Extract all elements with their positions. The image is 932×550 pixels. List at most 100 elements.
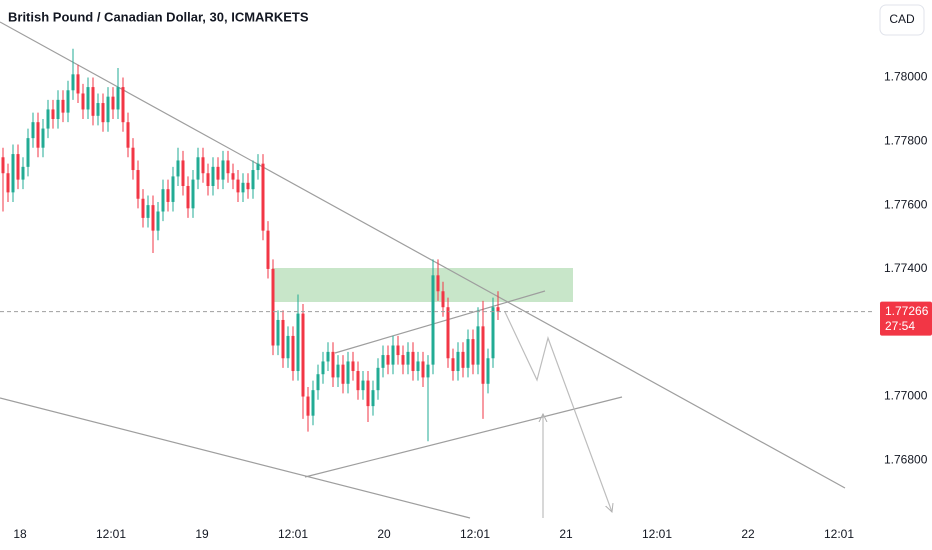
candle-body [111, 96, 115, 110]
x-tick-label: 19 [195, 527, 209, 541]
candle-body [121, 87, 125, 123]
candle-body [236, 179, 240, 193]
x-tick-label: 12:01 [824, 527, 854, 541]
candle-body [476, 326, 480, 365]
candle-body [436, 275, 440, 292]
candle-body [181, 160, 185, 186]
candle-body [106, 96, 110, 123]
candle-body [166, 189, 170, 202]
candle-body [251, 170, 255, 190]
candle-body [471, 339, 475, 365]
currency-button[interactable] [879, 4, 925, 36]
candle-body [336, 364, 340, 378]
candle-body [56, 99, 60, 119]
candle-body [341, 364, 345, 384]
price-label-box [880, 301, 932, 336]
candle-body [301, 313, 305, 397]
projection-arrow [504, 311, 612, 512]
candle-body [246, 182, 250, 190]
y-tick-label: 1.77600 [884, 197, 928, 211]
candle-body [116, 87, 120, 110]
candle-body [71, 74, 75, 91]
candle-body [481, 326, 485, 384]
candle-body [41, 128, 45, 148]
y-tick-label: 1.77800 [884, 133, 928, 147]
candle-body [491, 307, 495, 359]
candle-body [81, 93, 85, 110]
zone [272, 268, 573, 302]
candle-body [196, 157, 200, 180]
candle-body [281, 319, 285, 359]
candle-body [496, 307, 500, 312]
candle-body [421, 361, 425, 378]
candle-body [391, 345, 395, 365]
x-tick-label: 20 [377, 527, 391, 541]
candle-body [231, 173, 235, 180]
candle-body [271, 268, 275, 346]
candle-body [176, 160, 180, 177]
candle-body [456, 351, 460, 372]
candle-body [461, 351, 465, 368]
candle-body [76, 74, 80, 94]
candle-body [296, 313, 300, 372]
candle-body [331, 351, 335, 378]
candle-body [291, 335, 295, 372]
candle-body [321, 361, 325, 375]
candle-body [486, 358, 490, 384]
candle-body [36, 122, 40, 148]
candle-body [396, 345, 400, 356]
candle-body [171, 176, 175, 202]
y-tick-label: 1.77400 [884, 261, 928, 275]
candles [1, 48, 500, 442]
candle-body [141, 198, 145, 218]
candle-body [381, 355, 385, 368]
candle-body [326, 351, 330, 362]
candle-body [386, 355, 390, 365]
drawings [0, 21, 846, 519]
candle-body [201, 157, 205, 174]
candle-body [46, 109, 50, 129]
candle-body [311, 390, 315, 416]
candle-body [11, 154, 15, 193]
candle-body [191, 179, 195, 209]
candle-body [241, 182, 245, 193]
candle-body [226, 160, 230, 174]
candle-body [371, 390, 375, 407]
candle-body [156, 211, 160, 231]
candle-body [206, 173, 210, 186]
candle-body [266, 230, 270, 269]
candle-body [66, 90, 70, 113]
candle-body [431, 275, 435, 365]
candle-body [16, 154, 20, 180]
x-tick-label: 21 [559, 527, 573, 541]
candle-body [346, 361, 350, 384]
candle-body [256, 163, 260, 171]
x-tick-label: 12:01 [278, 527, 308, 541]
candle-body [6, 173, 10, 193]
candle-body [451, 358, 455, 372]
y-tick-label: 1.76800 [884, 453, 928, 467]
x-tick-label: 22 [741, 527, 755, 541]
candle-body [86, 87, 90, 110]
candle-body [441, 291, 445, 308]
candle-body [306, 396, 310, 416]
y-tick-label: 1.77000 [884, 389, 928, 403]
candle-body [446, 307, 450, 359]
candle-body [146, 205, 150, 218]
x-tick-label: 12:01 [642, 527, 672, 541]
candle-body [221, 160, 225, 180]
candle-body [376, 367, 380, 391]
candle-body [366, 380, 370, 407]
candle-body [31, 122, 35, 139]
candle-body [136, 170, 140, 199]
candle-body [276, 319, 280, 346]
candle-body [361, 380, 365, 391]
candle-body [91, 87, 95, 116]
countdown: 27:54 [885, 319, 915, 333]
candle-body [101, 103, 105, 123]
candle-body [161, 189, 165, 212]
candle-body [131, 147, 135, 171]
y-tick-label: 1.78000 [884, 70, 928, 84]
candle-body [316, 374, 320, 391]
currency-label[interactable]: CAD [889, 12, 915, 26]
